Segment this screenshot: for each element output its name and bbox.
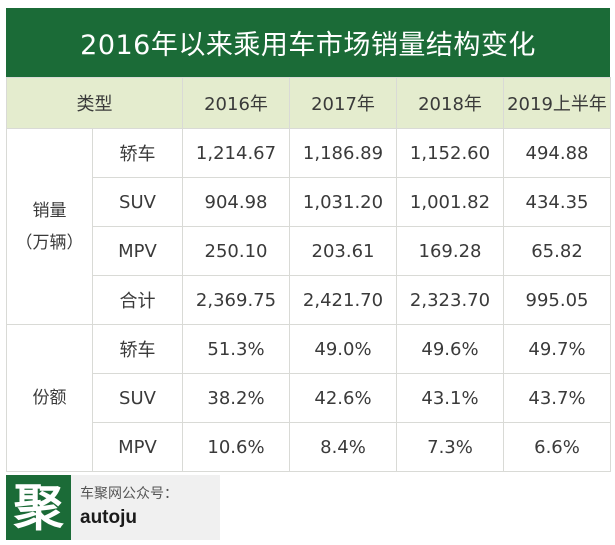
footer-label: 车聚网公众号：: [80, 486, 178, 502]
table-cell: 250.10: [182, 226, 290, 276]
table-cell: 2,369.75: [182, 275, 290, 325]
group-label-share: 份额: [6, 324, 93, 472]
table-cell: 1,001.82: [396, 177, 504, 227]
table-cell: 1,186.89: [289, 128, 397, 178]
table-cell: 904.98: [182, 177, 290, 227]
row-type: MPV: [92, 422, 183, 472]
table-cell: 2,421.70: [289, 275, 397, 325]
table-cell: 7.3%: [396, 422, 504, 472]
table-cell: 203.61: [289, 226, 397, 276]
header-row: 类型 2016年 2017年 2018年 2019上半年: [6, 77, 611, 129]
table-cell: 995.05: [503, 275, 611, 325]
table-row: MPV 250.10 203.61 169.28 65.82: [7, 226, 611, 276]
table-cell: 43.1%: [396, 373, 504, 423]
table-cell: 51.3%: [182, 324, 290, 374]
header-2016: 2016年: [182, 77, 290, 129]
group-label-line: 销量: [32, 200, 67, 221]
group-label-unit: （万辆）: [15, 232, 84, 253]
table-cell: 169.28: [396, 226, 504, 276]
table-cell: 49.6%: [396, 324, 504, 374]
logo: 聚: [6, 475, 71, 540]
footer-handle: autoju: [80, 507, 137, 528]
table-cell: 42.6%: [289, 373, 397, 423]
table-row: MPV 10.6% 8.4% 7.3% 6.6%: [7, 422, 611, 472]
table-cell: 8.4%: [289, 422, 397, 472]
table-cell: 65.82: [503, 226, 611, 276]
table-cell: 434.35: [503, 177, 611, 227]
row-type: SUV: [92, 177, 183, 227]
table-cell: 38.2%: [182, 373, 290, 423]
header-2017: 2017年: [289, 77, 397, 129]
page-title: 2016年以来乘用车市场销量结构变化: [6, 8, 610, 77]
row-type: MPV: [92, 226, 183, 276]
row-type: 轿车: [92, 128, 183, 178]
table-row: 销量 （万辆） 轿车 1,214.67 1,186.89 1,152.60 49…: [6, 128, 611, 325]
row-type: SUV: [92, 373, 183, 423]
table-row: 合计 2,369.75 2,421.70 2,323.70 995.05: [7, 275, 611, 325]
group-label-volume: 销量 （万辆）: [6, 128, 93, 325]
footer-watermark: 聚 车聚网公众号： autoju: [6, 475, 220, 540]
table-cell: 1,031.20: [289, 177, 397, 227]
group-label-line: 份额: [32, 388, 67, 408]
table-cell: 1,152.60: [396, 128, 504, 178]
sales-table: 类型 2016年 2017年 2018年 2019上半年 销量 （万辆） 轿车 …: [6, 77, 611, 472]
table-cell: 49.0%: [289, 324, 397, 374]
table-row: 份额 轿车 51.3% 49.0% 49.6% 49.7%: [6, 324, 611, 472]
table-row: SUV 38.2% 42.6% 43.1% 43.7%: [7, 373, 611, 423]
header-2018: 2018年: [396, 77, 504, 129]
table-cell: 10.6%: [182, 422, 290, 472]
table-cell: 43.7%: [503, 373, 611, 423]
header-2019h1: 2019上半年: [503, 77, 611, 129]
table-cell: 2,323.70: [396, 275, 504, 325]
table-cell: 1,214.67: [182, 128, 290, 178]
table-cell: 494.88: [503, 128, 611, 178]
table-cell: 49.7%: [503, 324, 611, 374]
header-type: 类型: [6, 77, 183, 129]
row-type: 合计: [92, 275, 183, 325]
table-cell: 6.6%: [503, 422, 611, 472]
table-row: SUV 904.98 1,031.20 1,001.82 434.35: [7, 177, 611, 227]
row-type: 轿车: [92, 324, 183, 374]
